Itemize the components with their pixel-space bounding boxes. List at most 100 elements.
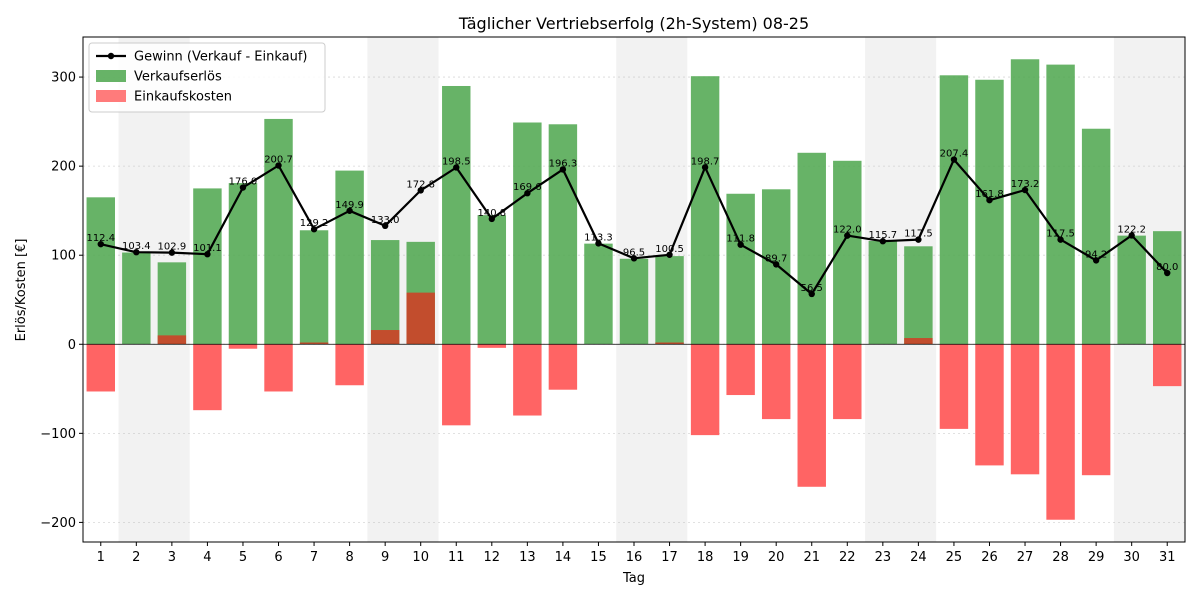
cost-bar — [761, 344, 791, 420]
legend-box — [88, 42, 326, 113]
legend-swatch-bar — [96, 90, 126, 102]
revenue-bar — [1046, 64, 1075, 345]
profit-point — [1128, 232, 1135, 239]
profit-data-label: 149.9 — [335, 200, 364, 211]
profit-data-label: 112.4 — [86, 233, 115, 244]
legend-label: Einkaufskosten — [134, 90, 232, 105]
profit-data-label: 129.2 — [300, 218, 329, 229]
profit-point — [701, 164, 709, 171]
cost-bar — [193, 344, 222, 411]
profit-data-label: 172.8 — [406, 179, 435, 190]
x-tick-label: 5 — [239, 550, 247, 565]
x-tick-label: 2 — [132, 550, 140, 565]
cost-bar — [1046, 344, 1075, 520]
x-tick-label: 25 — [946, 550, 963, 565]
cost-bar — [477, 344, 507, 348]
revenue-bar — [797, 152, 826, 345]
profit-data-label: 196.3 — [549, 158, 578, 169]
revenue-bar — [1153, 231, 1182, 345]
profit-data-label: 198.7 — [691, 156, 720, 167]
profit-point — [204, 251, 211, 258]
x-tick-label: 24 — [910, 550, 927, 565]
cost-bar — [655, 342, 684, 345]
x-tick-label: 23 — [875, 550, 892, 565]
profit-point — [346, 207, 353, 214]
x-tick-label: 30 — [1123, 550, 1140, 565]
x-tick-label: 12 — [484, 550, 501, 565]
profit-data-label: 173.2 — [1011, 179, 1040, 190]
profit-data-label: 100.5 — [655, 244, 684, 255]
profit-data-label: 80.0 — [1156, 262, 1178, 273]
cost-bar — [1081, 344, 1111, 476]
profit-data-label: 56.5 — [801, 283, 823, 294]
profit-point — [630, 255, 638, 262]
revenue-bar — [370, 240, 400, 345]
profit-data-label: 117.5 — [1046, 229, 1075, 240]
revenue-bar — [1010, 59, 1040, 345]
revenue-bar — [513, 122, 542, 345]
cost-bar — [513, 344, 542, 416]
x-tick-label: 28 — [1052, 550, 1069, 565]
x-tick-label: 9 — [381, 550, 389, 565]
legend-label: Verkaufserlös — [134, 70, 222, 85]
revenue-bar — [655, 256, 684, 345]
profit-point — [1164, 269, 1171, 277]
revenue-bar — [299, 230, 329, 345]
profit-point — [915, 236, 922, 243]
revenue-bar — [477, 215, 507, 345]
profit-data-label: 103.4 — [122, 241, 151, 252]
profit-point — [808, 290, 815, 298]
profit-line — [97, 156, 1171, 298]
cost-bar — [548, 344, 578, 390]
profit-point — [133, 248, 140, 256]
profit-point — [559, 166, 567, 173]
revenue-bar — [1081, 128, 1111, 345]
legend: Gewinn (Verkauf - Einkauf) Verkaufserlös E… — [88, 42, 326, 113]
profit-data-label: 140.8 — [477, 208, 506, 219]
revenue-bar — [619, 258, 649, 345]
profit-point — [453, 164, 460, 171]
profit-point — [168, 249, 176, 256]
revenue-bar — [868, 240, 898, 345]
cost-bar — [157, 335, 187, 345]
profit-point — [879, 238, 887, 245]
profit-point — [488, 215, 496, 223]
revenue-bar — [584, 243, 613, 345]
x-tick-label: 26 — [981, 550, 998, 565]
y-tick-label: 200 — [51, 160, 76, 175]
profit-point — [97, 240, 104, 248]
profit-point — [666, 251, 673, 258]
revenue-bar — [939, 75, 969, 345]
x-tick-label: 20 — [768, 550, 785, 565]
revenue-bar — [548, 124, 578, 345]
cost-bar — [1153, 344, 1182, 387]
y-tick-label: −200 — [40, 516, 76, 531]
profit-data-label: 96.5 — [623, 247, 645, 258]
profit-data-label: 122.2 — [1117, 224, 1146, 235]
profit-data-label: 89.7 — [765, 253, 787, 264]
legend-label: Gewinn (Verkauf - Einkauf) — [134, 50, 307, 65]
chart-title: Täglicher Vertriebserfolg (2h-System) 08… — [458, 14, 809, 33]
cost-bar — [726, 344, 755, 396]
cost-bar — [406, 292, 435, 345]
revenue-bar — [726, 193, 755, 345]
profit-data-label: 101.1 — [193, 243, 222, 254]
profit-data-label: 117.5 — [904, 229, 933, 240]
cost-bar — [335, 344, 364, 386]
profit-data-label: 113.3 — [584, 232, 613, 243]
profit-data-label: 111.8 — [726, 234, 755, 245]
profit-data-label: 115.7 — [869, 230, 898, 241]
profit-point — [310, 226, 318, 233]
x-tick-label: 3 — [168, 550, 176, 565]
y-tick-label: 100 — [51, 249, 76, 264]
legend-swatch-marker — [107, 52, 115, 60]
profit-point — [275, 162, 282, 169]
revenue-bar — [264, 118, 293, 345]
cost-bar — [939, 344, 969, 429]
x-tick-label: 10 — [412, 550, 429, 565]
cost-bar — [86, 344, 115, 392]
x-tick-label: 21 — [803, 550, 820, 565]
